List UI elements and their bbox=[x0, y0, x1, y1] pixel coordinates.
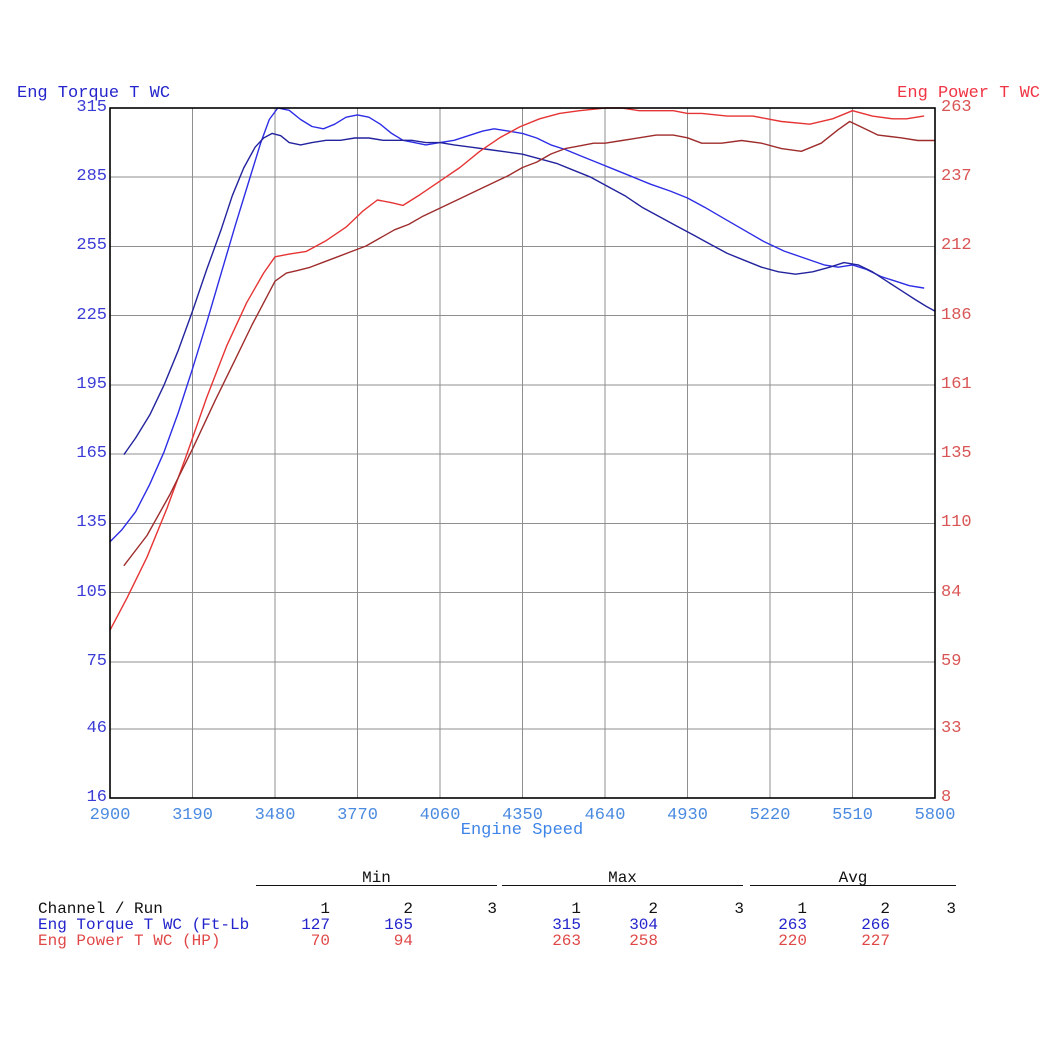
run-column-header: 3 bbox=[487, 900, 497, 918]
y-axis-tick-label-right: 84 bbox=[941, 582, 962, 602]
grid-lines bbox=[109, 107, 936, 799]
plot-curve bbox=[123, 120, 936, 566]
stats-row-power: Eng Power T WC (HP) 70 94 263 258 220 227 bbox=[0, 933, 1046, 949]
stats-row-torque: Eng Torque T WC (Ft-Lb 127 165 315 304 263 26… bbox=[0, 917, 1046, 933]
stats-group-header: Max bbox=[608, 869, 637, 887]
y-axis-tick-label-left: 315 bbox=[76, 98, 107, 117]
power-axis-title: Eng Power T WC bbox=[897, 84, 1040, 103]
x-axis-tick-label: 3480 bbox=[254, 806, 296, 825]
channel-run-header: Channel / Run bbox=[38, 900, 163, 918]
power-row-label: Eng Power T WC (HP) bbox=[38, 932, 221, 950]
run-column-header: 2 bbox=[648, 900, 658, 918]
x-axis-tick-label: 3190 bbox=[172, 806, 213, 825]
y-axis-tick-label-left: 16 bbox=[86, 788, 107, 807]
run-column-header: 3 bbox=[946, 900, 956, 918]
stats-group-header: Min bbox=[362, 869, 391, 887]
y-axis-tick-label-right: 135 bbox=[941, 444, 972, 464]
stat-cell-torque: 304 bbox=[629, 916, 658, 934]
stat-cell-power: 220 bbox=[778, 932, 807, 950]
x-axis-tick-label: 2900 bbox=[89, 806, 131, 825]
stat-cell-power: 70 bbox=[310, 932, 330, 950]
run-column-header: 1 bbox=[320, 900, 330, 918]
y-axis-tick-label-right: 263 bbox=[941, 98, 972, 117]
y-axis-tick-label-left: 135 bbox=[76, 513, 107, 533]
stat-cell-power: 94 bbox=[393, 932, 413, 950]
y-axis-tick-label-right: 59 bbox=[941, 651, 962, 671]
plot-curve bbox=[109, 107, 925, 543]
stat-cell-power: 227 bbox=[861, 932, 890, 950]
plot-curves bbox=[109, 107, 936, 631]
run-column-header: 2 bbox=[880, 900, 890, 918]
y-axis-tick-label-right: 161 bbox=[941, 374, 972, 394]
torque-row-label: Eng Torque T WC (Ft-Lb bbox=[38, 916, 250, 934]
x-axis-tick-label: 4640 bbox=[584, 806, 626, 825]
x-axis-title: Engine Speed bbox=[460, 821, 584, 840]
stat-cell-torque: 315 bbox=[552, 916, 581, 934]
y-axis-tick-label-left: 225 bbox=[76, 305, 107, 325]
y-axis-tick-label-right: 237 bbox=[941, 167, 972, 187]
y-axis-tick-label-right: 8 bbox=[941, 788, 952, 807]
plot-border bbox=[109, 107, 936, 799]
stat-cell-power: 263 bbox=[552, 932, 581, 950]
run-column-header: 3 bbox=[734, 900, 744, 918]
stats-group-underline bbox=[256, 885, 497, 886]
stats-group-underline bbox=[750, 885, 956, 886]
stats-run-header-row: Channel / Run 1 2 3 1 2 3 1 2 3 bbox=[0, 901, 1046, 917]
x-axis-tick-label: 5800 bbox=[914, 806, 956, 825]
x-axis-tick-label: 4060 bbox=[419, 806, 461, 825]
x-axis-tick-label: 4930 bbox=[667, 806, 708, 825]
plot-curve bbox=[123, 132, 936, 455]
torque-axis-title: Eng Torque T WC bbox=[17, 84, 171, 103]
y-axis-tick-label-left: 46 bbox=[86, 718, 107, 738]
stats-group-header: Avg bbox=[838, 869, 868, 887]
y-axis-tick-label-left: 255 bbox=[76, 236, 107, 256]
stat-cell-torque: 263 bbox=[778, 916, 807, 934]
y-axis-tick-label-right: 33 bbox=[941, 718, 962, 738]
y-axis-tick-label-right: 110 bbox=[941, 513, 972, 533]
y-axis-tick-label-left: 165 bbox=[76, 444, 107, 464]
stat-cell-torque: 127 bbox=[301, 916, 330, 934]
y-axis-tick-label-right: 212 bbox=[941, 236, 972, 256]
x-axis-tick-label: 5220 bbox=[749, 806, 791, 825]
y-axis-tick-label-left: 105 bbox=[76, 582, 107, 602]
y-axis-tick-label-left: 285 bbox=[76, 167, 107, 187]
stat-cell-power: 258 bbox=[629, 932, 658, 950]
run-column-header: 1 bbox=[797, 900, 807, 918]
x-axis-tick-label: 3770 bbox=[337, 806, 378, 825]
stats-group-underline bbox=[502, 885, 743, 886]
stat-cell-torque: 266 bbox=[861, 916, 890, 934]
plot-curve bbox=[109, 107, 925, 631]
y-axis-tick-label-left: 75 bbox=[86, 651, 107, 671]
x-axis-tick-label: 5510 bbox=[832, 806, 873, 825]
y-axis-tick-label-left: 195 bbox=[76, 374, 107, 394]
x-axis-tick-label: 4350 bbox=[502, 806, 543, 825]
run-column-header: 1 bbox=[571, 900, 581, 918]
stat-cell-torque: 165 bbox=[384, 916, 413, 934]
run-column-header: 2 bbox=[403, 900, 413, 918]
y-axis-tick-label-right: 186 bbox=[941, 305, 972, 325]
